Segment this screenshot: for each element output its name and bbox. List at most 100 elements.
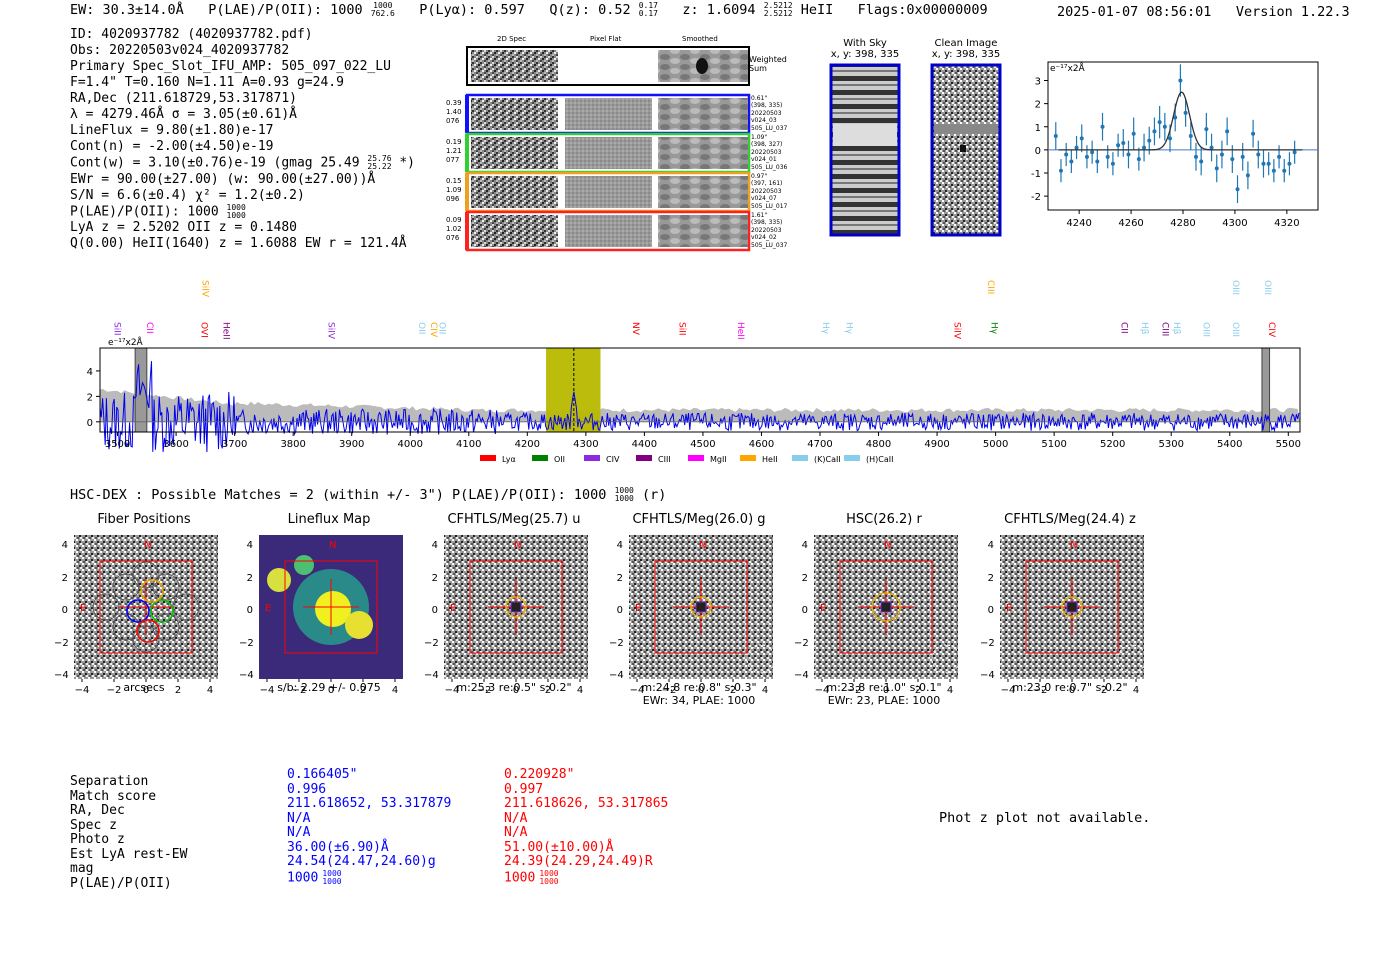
lineflux-blob <box>267 568 291 592</box>
cutout-row-value: 1.40 <box>446 108 462 116</box>
info-contw-end: *) <box>399 155 415 171</box>
imaging-ytick-label: 4 <box>246 540 253 551</box>
imaging-ytick-label: −2 <box>980 637 995 649</box>
fit-data-point <box>1251 131 1256 136</box>
info-id: ID: 4020937782 (4020937782.pdf) <box>70 27 313 42</box>
fit-data-point <box>1147 138 1152 143</box>
fit-data-point <box>1162 124 1167 129</box>
east-label: E <box>1006 603 1012 614</box>
imaging-ytick-label: 0 <box>801 605 808 616</box>
aperture-box <box>284 560 378 654</box>
imaging-ytick-label: 2 <box>431 572 438 584</box>
fit-data-point <box>1225 129 1230 134</box>
legend-label: CIII <box>658 455 671 464</box>
fit-data-point <box>1230 157 1235 162</box>
north-label: N <box>514 540 521 551</box>
imaging-ytick-label: 0 <box>246 605 253 616</box>
spectrum-line-label: SiIV <box>952 322 962 340</box>
fit-data-point <box>1079 136 1084 141</box>
cutout-row-value: 1.21 <box>446 147 462 155</box>
cutout-row-value: 076 <box>446 234 460 242</box>
fit-data-point <box>1131 131 1136 136</box>
cutout-row-meta: v024_03 <box>751 117 777 125</box>
fit-data-point <box>1292 150 1297 155</box>
spectrum-xtick-label: 4700 <box>807 439 832 450</box>
spectrum-line-label: SiII <box>677 322 687 336</box>
lineflux-blob <box>294 555 314 575</box>
source-marker <box>695 601 707 613</box>
header-plya: P(Lyα): 0.597 <box>419 2 525 18</box>
fit-ytick-label: 3 <box>1035 77 1041 88</box>
fiber-circle <box>132 561 160 589</box>
source-marker <box>510 601 522 613</box>
header-z-lo: 2.5212 <box>763 9 793 18</box>
spectrum-line-label: Hγ <box>989 322 999 335</box>
spectrum-line-label: OIII <box>1200 322 1210 337</box>
info-sn: S/N = 6.6(±0.4) χ² = 1.2(±0.2) <box>70 187 305 203</box>
imaging-xtick-label: −4 <box>445 685 460 696</box>
fit-data-point <box>1173 115 1178 120</box>
fit-data-point <box>1100 124 1105 129</box>
legend-swatch <box>532 455 548 461</box>
imaging-ytick-label: 2 <box>616 572 623 584</box>
imaging-ytick-label: 0 <box>987 605 994 616</box>
spectrum-xtick-label: 3800 <box>280 439 305 450</box>
legend-label: (H)CaII <box>866 455 893 464</box>
spectrum-line-label: CIV <box>428 322 438 338</box>
spectrum-line-label: HeII <box>221 322 231 340</box>
source-ellipse <box>871 592 901 622</box>
north-label: N <box>884 540 891 551</box>
cutout-row-value: 0.15 <box>446 177 462 185</box>
imaging-panel: Lineflux Map N E −4 −2 0 2 4 s/b: 2.29 +/- 0.075 <box>255 512 403 696</box>
east-label: E <box>80 603 86 614</box>
fit-data-point <box>1126 152 1131 157</box>
info-plae: P(LAE)/P(OII): 1000 <box>70 204 219 219</box>
spectrum-line-label: OIII <box>1230 322 1240 337</box>
header-z-hi: 2.5212 <box>763 1 793 10</box>
fit-xtick-label: 4260 <box>1118 218 1143 229</box>
imaging-cutout: N E −4 −2 0 2 4 <box>259 535 403 696</box>
fiber-circle <box>112 573 140 601</box>
header-ew: EW: 30.3±14.0Å <box>70 2 184 18</box>
match-2-value: 0.220928" <box>504 767 575 782</box>
imaging-xtick-label: 2 <box>360 685 366 696</box>
sky-title-label: With Sky <box>843 38 887 49</box>
imaging-caption: arcsecs <box>123 681 165 694</box>
imaging-ytick-label: −2 <box>239 637 254 649</box>
cutout-row-marker <box>465 212 469 250</box>
header-version: Version 1.22.3 <box>1235 4 1350 20</box>
fiber-circle-green <box>150 599 174 623</box>
imaging-panel: Fiber Positions N E −4 −2 0 2 4 arcsecs <box>70 512 218 696</box>
cutout-row-meta: (398, 335) <box>751 102 783 110</box>
imaging-xtick-label: −2 <box>847 685 862 696</box>
header-qz: Q(z): 0.52 <box>549 2 631 18</box>
spectrum-line-label: CII <box>144 322 154 334</box>
spectrum-line-label: OVI <box>198 322 208 338</box>
fiber-circle <box>152 613 180 641</box>
header-plae-hi: 1000 <box>373 1 393 10</box>
match-1-plae-frac: 1000 1000 <box>322 869 341 886</box>
imaging-caption: m:23.8 re:1.0" s:0.1" <box>826 681 942 694</box>
cutout-weighted-label: Weighted Sum <box>749 55 787 73</box>
source-ellipse <box>1061 596 1083 618</box>
cutout-pixelflat <box>565 98 652 130</box>
fit-xtick-label: 4240 <box>1066 218 1091 229</box>
fit-data-point <box>1084 154 1089 159</box>
imaging-xtick-label: 4 <box>207 685 213 696</box>
imaging-ytick-label: −4 <box>794 670 809 681</box>
imaging-xtick-label: 2 <box>915 685 921 696</box>
fit-data-point <box>1136 157 1141 162</box>
spectrum-line-label: SiII <box>112 322 122 336</box>
imaging-ytick-label: 0 <box>616 605 623 616</box>
east-label: E <box>450 603 456 614</box>
fit-data-point <box>1204 127 1209 132</box>
imaging-ytick-label: 4 <box>987 540 994 551</box>
fiber-circle-blue <box>126 599 150 623</box>
cutout-pixelflat <box>565 215 652 247</box>
info-fparams: F=1.4" T=0.160 N=1.11 A=0.93 g=24.9 <box>70 75 344 90</box>
imaging-ytick-label: 2 <box>61 572 68 584</box>
imaging-ytick-label: −4 <box>239 670 254 681</box>
cutout-row-right: 0.61" (398, 335) 20220503 v024_03 505_LU_037 <box>751 95 787 132</box>
spectrum-unit-label: e⁻¹⁷x2Å <box>108 336 144 348</box>
detection-info: ID: 4020937782 (4020937782.pdf) Obs: 202… <box>70 27 415 252</box>
